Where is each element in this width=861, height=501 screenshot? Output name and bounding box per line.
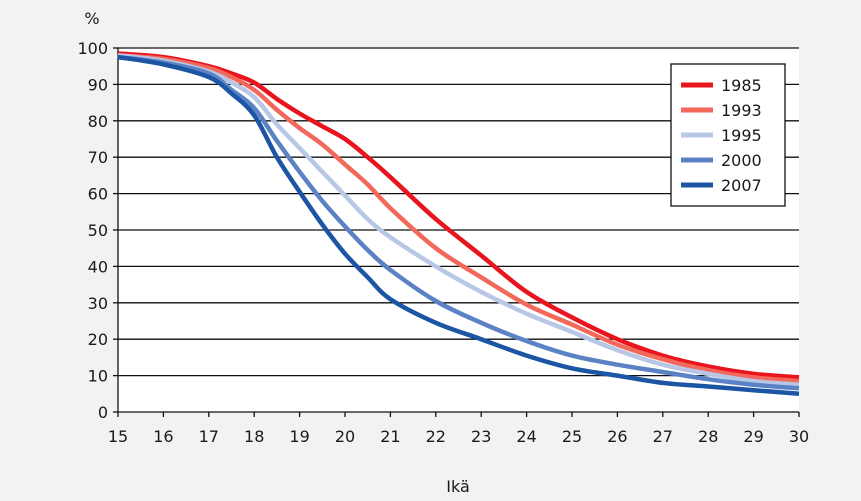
legend-label-1993: 1993 [721,101,762,120]
y-tick-label-50: 50 [88,221,108,240]
y-tick-label-30: 30 [88,294,108,313]
x-tick-label-22: 22 [426,427,446,446]
y-tick-label-100: 100 [77,39,108,58]
series-line-1993 [117,53,800,384]
series-lines [117,51,800,397]
legend-label-2007: 2007 [721,176,762,195]
legend-label-2000: 2000 [721,151,762,170]
x-tick-label-16: 16 [153,427,173,446]
series-line-1995 [117,53,800,387]
series-line-1985 [117,51,800,380]
legend-label-1985: 1985 [721,76,762,95]
x-tick-label-24: 24 [516,427,536,446]
x-tick-label-23: 23 [471,427,491,446]
x-tick-label-17: 17 [199,427,219,446]
x-tick-label-18: 18 [244,427,264,446]
series-line-2000 [117,54,800,391]
y-tick-label-40: 40 [88,257,108,276]
y-tick-label-10: 10 [88,367,108,386]
y-tick-label-20: 20 [88,330,108,349]
x-tick-label-27: 27 [653,427,673,446]
y-tick-label-0: 0 [98,403,108,422]
y-tick-label-80: 80 [88,112,108,131]
x-axis-title: Ikä [446,477,470,496]
x-tick-label-19: 19 [289,427,309,446]
legend-label-1995: 1995 [721,126,762,145]
y-tick-label-90: 90 [88,75,108,94]
x-tick-label-29: 29 [743,427,763,446]
y-tick-label-70: 70 [88,148,108,167]
x-tick-label-30: 30 [789,427,809,446]
y-tick-label-60: 60 [88,185,108,204]
x-tick-label-20: 20 [335,427,355,446]
x-tick-label-21: 21 [380,427,400,446]
x-tick-label-28: 28 [698,427,718,446]
axes: 0 10 20 30 40 50 60 70 80 90 100 15 16 17 18 19 20 21 22 23… [77,39,809,446]
legend: 1985 1993 1995 2000 2007 [670,63,786,207]
series-line-2007 [117,54,800,397]
x-tick-label-26: 26 [607,427,627,446]
y-axis-title: % [84,9,99,28]
x-tick-label-25: 25 [562,427,582,446]
x-tick-label-15: 15 [108,427,128,446]
